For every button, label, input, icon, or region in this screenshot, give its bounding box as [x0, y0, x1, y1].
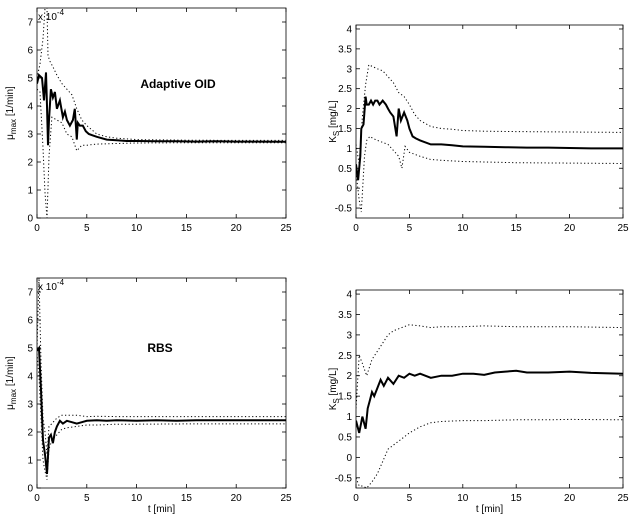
x-tick-label: 5: [84, 223, 90, 234]
y-tick-label: 7: [27, 288, 33, 299]
x-tick-label: 10: [457, 223, 469, 234]
estimate-series-line: [37, 72, 286, 146]
y-tick-label: 3.5: [338, 310, 352, 321]
y-tick-label: 2.5: [338, 351, 352, 362]
y-tick-label: 1: [27, 456, 33, 467]
y-tick-label: 1: [346, 412, 352, 423]
y-tick-label: 0.5: [338, 432, 352, 443]
y-tick-label: 6: [27, 316, 33, 327]
exponent-label: x 10-4: [38, 8, 65, 23]
y-axis-label: μmax [1/min]: [5, 86, 18, 140]
y-tick-label: 2.5: [338, 84, 352, 95]
y-axis-label: KS [mg/L]: [328, 100, 341, 143]
x-tick-label: 10: [131, 493, 143, 504]
y-tick-label: 3: [27, 130, 33, 141]
x-tick-label: 15: [181, 493, 193, 504]
x-tick-label: 0: [34, 493, 40, 504]
y-tick-label: 0: [346, 453, 352, 464]
y-tick-label: 4: [27, 372, 33, 383]
x-tick-label: 15: [181, 223, 193, 234]
estimate-series-line: [37, 345, 286, 475]
panel-annotation: RBS: [147, 341, 172, 355]
y-axis-label: μmax [1/min]: [5, 356, 18, 410]
y-tick-label: 3: [346, 64, 352, 75]
x-tick-label: 0: [34, 223, 40, 234]
y-tick-label: 5: [27, 344, 33, 355]
y-tick-label: 3.5: [338, 44, 352, 55]
x-tick-label: 5: [407, 223, 413, 234]
x-axis-label: t [min]: [148, 504, 175, 514]
axes-frame: [36, 277, 287, 489]
x-tick-label: 10: [131, 223, 143, 234]
upper-bound-series-line: [37, 278, 286, 455]
y-tick-label: 1.5: [338, 392, 352, 403]
lower-bound-series-line: [356, 418, 623, 488]
y-tick-label: -0.5: [335, 204, 353, 215]
x-tick-label: 0: [353, 223, 359, 234]
upper-bound-series-line: [37, 8, 286, 141]
y-tick-label: 3: [346, 330, 352, 341]
x-tick-label: 20: [564, 493, 576, 504]
y-tick-label: 4: [27, 102, 33, 113]
panel-mu-max-adaptive-oid: 0 5 10 15 20 25 0 1 2 3 4 5 6 7 x 10-4 μmax [1/min] Adap…: [5, 7, 292, 234]
y-tick-label: 0: [346, 184, 352, 195]
y-tick-label: 1.5: [338, 124, 352, 135]
x-tick-label: 20: [231, 223, 243, 234]
x-tick-label: 5: [407, 493, 413, 504]
x-tick-label: 20: [564, 223, 576, 234]
x-tick-label: 20: [231, 493, 243, 504]
x-tick-label: 15: [511, 493, 523, 504]
x-tick-label: 25: [280, 493, 292, 504]
y-tick-label: 7: [27, 18, 33, 29]
x-tick-label: 25: [617, 493, 629, 504]
y-tick-label: 2: [346, 371, 352, 382]
y-tick-label: 2: [27, 158, 33, 169]
y-tick-label: 3: [27, 400, 33, 411]
y-tick-label: 0.5: [338, 164, 352, 175]
y-tick-label: 1: [346, 144, 352, 155]
x-tick-label: 25: [617, 223, 629, 234]
x-tick-label: 15: [511, 223, 523, 234]
axes-frame: [355, 24, 624, 219]
panel-mu-max-rbs: 0 5 10 15 20 25 0 1 2 3 4 5 6 7 x 10-4 μmax [1/min] t [m…: [5, 277, 292, 514]
lower-bound-series-line: [37, 88, 286, 218]
y-tick-label: 5: [27, 74, 33, 85]
y-tick-label: 0: [27, 214, 33, 225]
lower-bound-series-line: [37, 353, 286, 480]
y-tick-label: -0.5: [335, 473, 353, 484]
axes-frame: [355, 289, 624, 489]
upper-bound-series-line: [356, 64, 623, 165]
y-tick-label: 6: [27, 46, 33, 57]
x-tick-label: 10: [457, 493, 469, 504]
x-tick-label: 0: [353, 493, 359, 504]
y-axis-label: KS [mg/L]: [328, 367, 341, 410]
y-tick-label: 4: [346, 24, 352, 35]
estimate-series-line: [356, 369, 623, 434]
y-tick-label: 4: [346, 290, 352, 301]
y-tick-label: 2: [27, 428, 33, 439]
panel-annotation: Adaptive OID: [140, 77, 216, 91]
y-tick-label: 1: [27, 186, 33, 197]
exponent-label: x 10-4: [38, 278, 65, 293]
y-tick-label: 0: [27, 484, 33, 495]
estimate-series-line: [356, 96, 623, 181]
x-tick-label: 25: [280, 223, 292, 234]
axes-frame: [36, 7, 287, 219]
x-tick-label: 5: [84, 493, 90, 504]
x-axis-label: t [min]: [476, 504, 503, 514]
upper-bound-series-line: [356, 324, 623, 409]
y-tick-label: 2: [346, 104, 352, 115]
